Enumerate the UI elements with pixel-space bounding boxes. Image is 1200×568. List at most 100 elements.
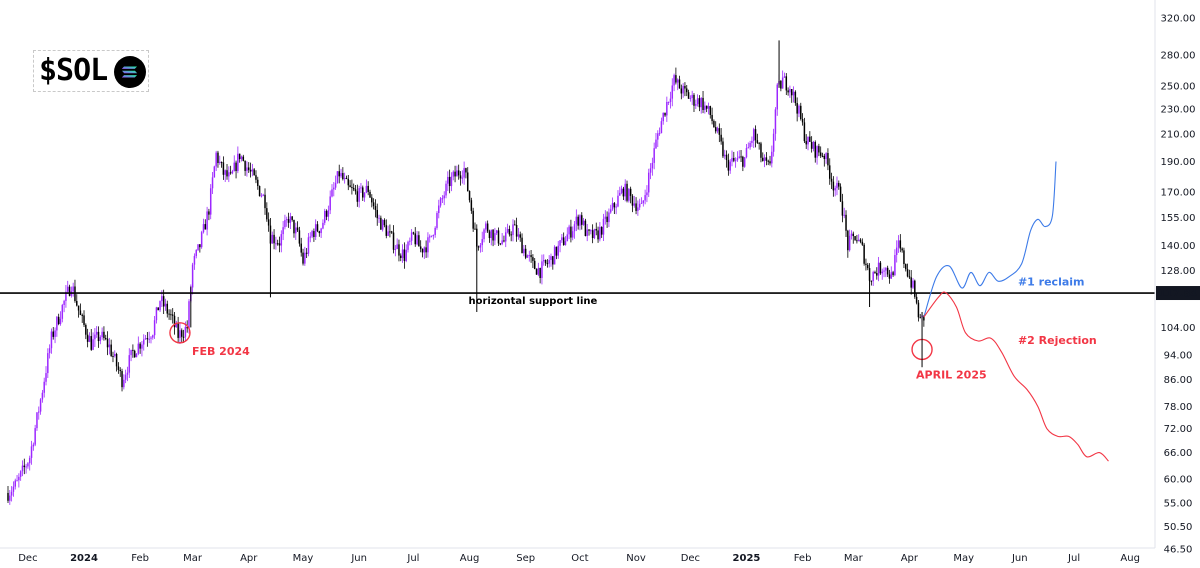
time-tick-label: Dec <box>681 553 700 564</box>
candle <box>872 270 874 287</box>
candle <box>92 332 94 351</box>
candle <box>45 366 47 386</box>
candle <box>369 189 371 199</box>
candle <box>535 268 538 275</box>
candle <box>284 214 286 230</box>
candle <box>43 377 45 398</box>
candle <box>742 155 744 172</box>
price-tick-label: 78.00 <box>1164 402 1193 413</box>
candle <box>528 250 531 262</box>
candle <box>278 236 281 253</box>
candle <box>396 238 398 250</box>
candle <box>686 84 688 97</box>
candle <box>497 227 500 246</box>
candle <box>629 186 632 204</box>
candle <box>135 353 138 358</box>
candle <box>823 153 826 167</box>
candle <box>338 164 340 184</box>
candle <box>743 157 746 168</box>
candle <box>624 179 626 202</box>
candle <box>171 308 174 324</box>
candle <box>787 87 789 96</box>
candle <box>760 141 762 163</box>
candle <box>783 72 786 78</box>
candle <box>441 195 444 203</box>
candle <box>845 210 847 238</box>
candle <box>108 337 111 355</box>
time-tick-label: Oct <box>571 553 588 564</box>
candle <box>660 117 663 134</box>
price-tick-label: 46.50 <box>1164 545 1193 556</box>
candle <box>50 328 53 354</box>
candle <box>890 266 893 279</box>
candle <box>141 341 143 357</box>
candle <box>825 152 827 164</box>
candle <box>559 239 561 253</box>
candle <box>233 155 235 172</box>
candle <box>389 224 391 238</box>
candle <box>832 176 835 197</box>
candle <box>613 201 616 215</box>
candle <box>371 194 373 208</box>
time-tick-label: 2024 <box>70 553 98 564</box>
candle <box>224 169 226 182</box>
candle <box>240 155 243 162</box>
candle <box>204 219 207 230</box>
candle <box>649 163 652 180</box>
candle <box>657 130 659 147</box>
candle <box>262 193 264 197</box>
candlestick-series <box>7 67 925 505</box>
candle <box>640 197 643 204</box>
candle <box>438 199 440 219</box>
candle <box>774 107 777 141</box>
candle <box>179 322 181 345</box>
candle <box>39 398 42 415</box>
candle <box>727 153 730 176</box>
candle <box>619 186 621 196</box>
candle <box>819 146 822 158</box>
candle <box>696 94 699 107</box>
candle <box>566 227 569 242</box>
candle <box>452 170 455 181</box>
candle <box>582 217 585 226</box>
candle <box>152 334 154 340</box>
candle <box>798 104 800 118</box>
candle <box>914 279 916 299</box>
candle <box>749 140 751 150</box>
candle <box>421 248 424 258</box>
candle <box>599 222 601 242</box>
price-tick-label: 104.00 <box>1161 323 1196 334</box>
candle <box>170 309 172 321</box>
candle <box>843 207 845 219</box>
candle <box>568 224 570 240</box>
candle <box>637 200 639 216</box>
candle <box>508 225 511 237</box>
candle <box>59 311 62 326</box>
candle <box>260 193 263 198</box>
candle <box>251 163 254 177</box>
candle <box>385 219 388 239</box>
candle <box>343 172 346 184</box>
candle <box>597 226 599 243</box>
candle <box>463 161 465 185</box>
candle <box>805 134 807 149</box>
candle <box>448 169 451 194</box>
candle <box>16 474 18 482</box>
candle <box>99 335 102 345</box>
candle <box>790 88 793 103</box>
candle <box>675 67 677 85</box>
candle <box>314 219 317 241</box>
candle <box>910 270 912 295</box>
support-price-label: 117.84 <box>1159 289 1198 300</box>
candle <box>588 229 590 236</box>
candle <box>600 226 603 238</box>
candle <box>211 171 214 194</box>
candle <box>54 327 56 344</box>
candle <box>23 458 26 475</box>
candle <box>144 334 147 340</box>
candle <box>173 312 176 335</box>
candle <box>423 246 426 259</box>
price-axis-background[interactable] <box>1155 0 1200 568</box>
rejection-scenario-label: #2 Rejection <box>1018 334 1097 347</box>
